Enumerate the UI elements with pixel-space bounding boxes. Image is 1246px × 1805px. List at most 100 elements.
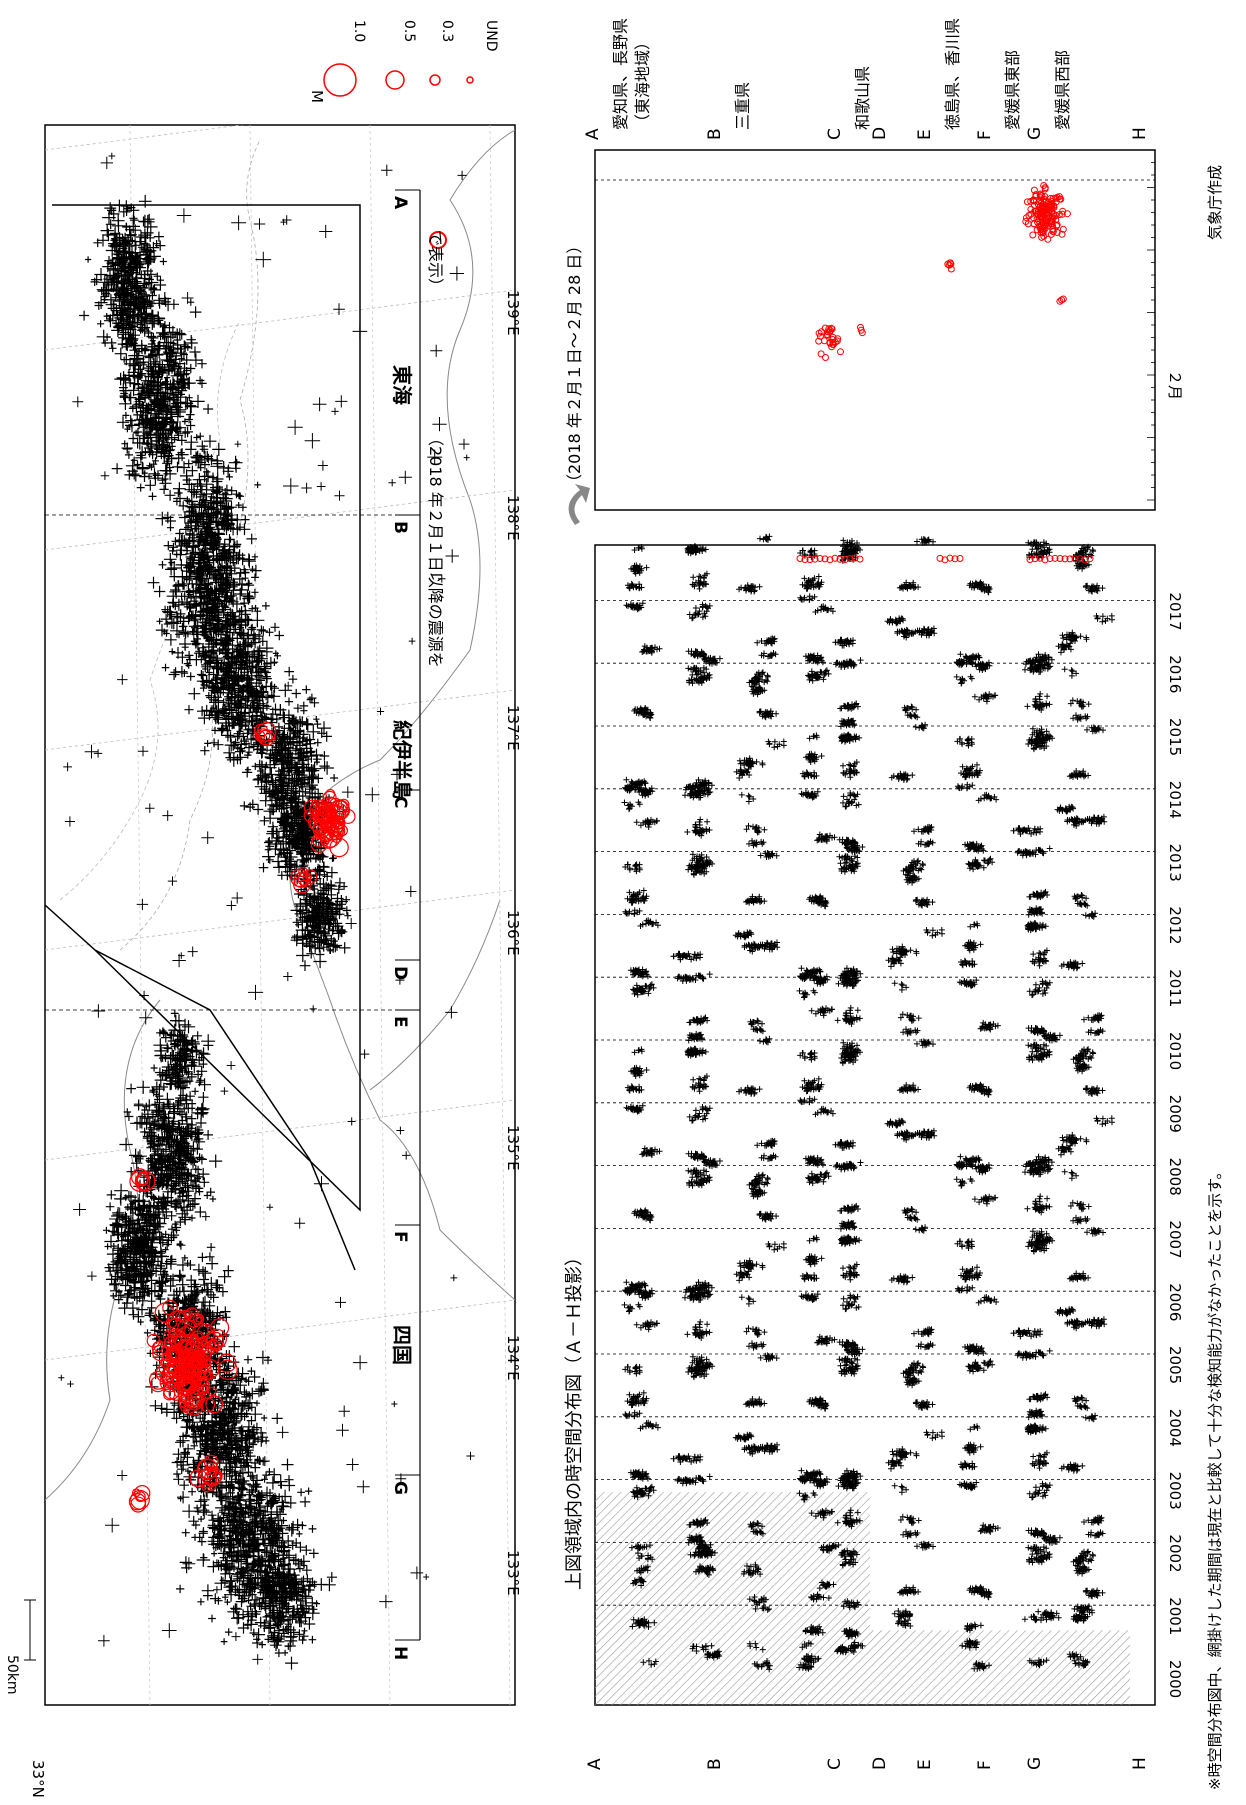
rc-recent-epicenter [1037,199,1045,207]
rc-recent-epicenter [1038,202,1046,210]
space-time-plot: 2000 2001 2002 2003 2004 2005 2006 2007 2008 2009… [564,533,1184,1770]
year-label: 2014 [1166,781,1184,819]
longitude-label: 134°E [504,1335,522,1381]
ts-recent-epicenter [836,555,844,563]
legend-label: 0.5 [401,20,417,42]
recent-epicenter [178,1393,194,1409]
projection-arrow-icon [568,484,590,525]
recent-epicenter [133,1484,151,1502]
recent-epicenter [161,1350,183,1373]
recent-epicenter [197,1468,218,1489]
ts-left-label-b: B [705,1758,725,1770]
year-label: 2002 [1166,1534,1184,1572]
section-letter-g: G [390,1481,410,1495]
recent-epicenter [325,815,339,828]
rc-letter-h: H [1130,127,1150,140]
recent-epicenter [210,1318,230,1338]
rc-recent-epicenter [817,328,825,336]
rc-month-label: ２月 [1166,370,1184,400]
recent-epicenter [331,831,343,844]
recent-epicenter [179,1357,196,1374]
ts-recent-epicenter [1056,555,1064,563]
rc-letter-e: E [915,129,935,140]
rc-recent-epicenter [1023,198,1031,206]
scale-label: 50km [4,1655,20,1695]
recent-epicenter [203,1454,219,1470]
recent-epicenter [182,1353,203,1374]
rc-recent-epicenter [1041,193,1049,200]
hatched-period-2 [870,1630,1130,1705]
recent-epicenter [195,1315,203,1323]
recent-epicenter [326,807,337,819]
rc-letter-d: D [870,127,890,140]
ts-recent-epicenter [821,555,829,563]
rc-frame [594,149,1156,511]
note-circle-icon [429,231,447,249]
recent-epicenter [196,1458,218,1480]
recent-epicenter [164,1336,177,1349]
ts-left-label-g: G [1025,1757,1045,1770]
ts-title: 上図領域内の時空間分布図（Ａ－Ｈ投影） [564,1248,585,1590]
year-label: 2015 [1166,718,1184,756]
recent-epicenter [128,1492,147,1511]
ts-recent-epicenter [826,556,834,564]
recent-epicenter [130,1168,149,1187]
ts-recent-epicenter [956,554,964,562]
ts-recent-epicenter [1036,554,1044,562]
coastline-layer [45,129,515,1501]
recent-epicenter [184,1396,204,1416]
section-letter-h: H [390,1646,410,1660]
ts-recent-epicenter [1031,555,1039,563]
region-label-kii: 紀伊半島 [390,720,414,800]
recent-epicenter [162,1388,176,1401]
ts-points [621,533,1115,1673]
year-label: 2012 [1166,906,1184,944]
recent-epicenter [182,1382,193,1393]
recent-epicenter [258,729,276,747]
rc-region-label: 愛媛県東部 [1003,50,1022,130]
year-label: 2011 [1166,969,1184,1007]
meridian-line [45,1099,515,1161]
rc-recent-epicenter [1044,235,1052,243]
recent-epicenter [328,813,340,825]
recent-epicenter [129,1170,151,1192]
latitude-label: 33°N [29,1760,47,1798]
recent-epicenter [151,1340,168,1357]
ts-left-label-h: H [1130,1757,1150,1770]
legend-circle-und [466,76,474,84]
rc-recent-epicenter [1056,297,1064,305]
section-letter-c: C [390,796,410,808]
recent-epicenter [205,1462,216,1473]
map-labels: 133°E 134°E 135°E 136°E 137°E 138°E 139°E 33°N 5… [4,230,522,1798]
rc-letter-f: F [975,130,995,140]
rc-recent-epicenter [1030,186,1038,194]
ts-recent-epicenter [1086,555,1094,563]
legend-label: UND [483,20,499,52]
rc-region-label: 三重県 [733,82,752,130]
magnitude-legend: M 1.0 0.5 0.3 UND [308,20,499,103]
legend-title: M [308,90,326,103]
recent-epicenter [326,818,345,838]
year-label: 2016 [1166,655,1184,693]
year-label: 2006 [1166,1283,1184,1321]
region-outline-east-inner [52,204,361,1212]
recent-epicenter [148,1370,168,1390]
recent-epicenter [179,1340,192,1352]
ts-recent-epicenter [1066,555,1074,563]
scale-bar [24,1599,36,1661]
rc-recent-epicenter [1027,197,1035,205]
recent-epicenter [178,1309,192,1323]
rc-day-ticks [595,149,1155,501]
rc-region-label: 徳島県、香川県 [943,18,962,130]
legend-label: 0.3 [439,20,455,42]
recent-epicenter [195,1379,210,1394]
longitude-label: 138°E [504,495,522,541]
rc-recent-epicenter [822,354,829,361]
year-label: 2005 [1166,1346,1184,1384]
recent-epicenter [217,1353,237,1373]
rc-region-label: 愛知県、長野県 [611,18,630,130]
rc-recent-epicenter [833,337,841,345]
recent-epicenter [207,1386,217,1396]
ts-recent-epicenter [936,554,944,562]
